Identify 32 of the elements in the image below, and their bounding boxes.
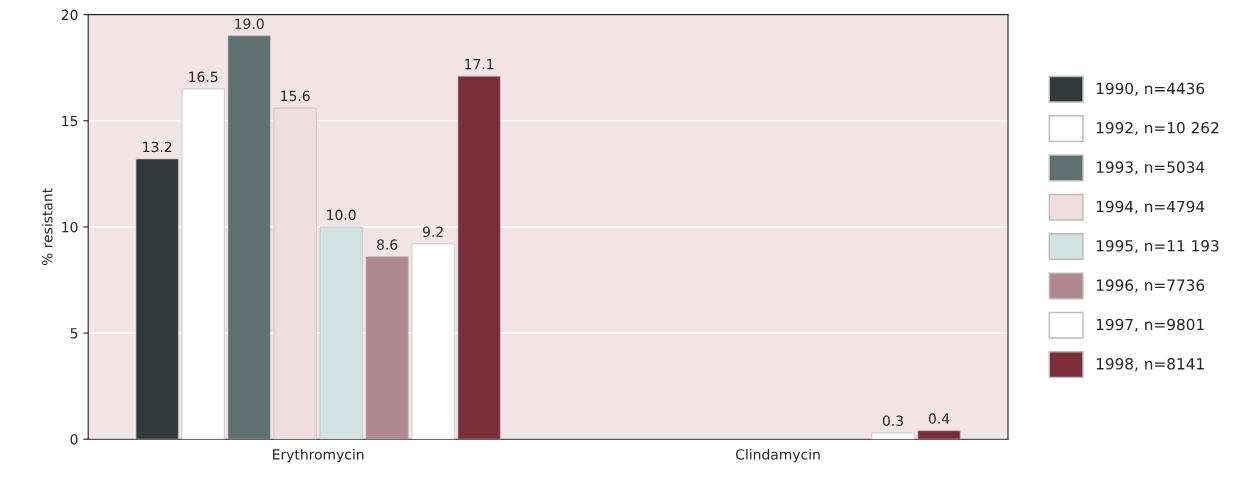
- y-tick-label: 20: [61, 9, 78, 21]
- y-tick-label: 15: [62, 115, 78, 127]
- legend-label: 1992, n=10 262: [1096, 122, 1219, 136]
- legend-label: 1994, n=4794: [1096, 200, 1205, 214]
- y-tick-label: 10: [62, 221, 78, 233]
- y-tick-label: 5: [70, 328, 78, 339]
- legend-label: 1996, n=7736: [1096, 279, 1205, 293]
- data-label: 17.1: [465, 59, 494, 70]
- bar: [135, 158, 179, 440]
- bar: [457, 75, 501, 440]
- bar: [365, 256, 409, 440]
- data-label: 9.2: [422, 226, 443, 238]
- data-label: 19.0: [235, 18, 264, 30]
- data-label: 16.5: [189, 71, 218, 83]
- bar: [917, 430, 961, 440]
- y-axis-title: % resistant: [41, 188, 53, 266]
- data-label: 15.6: [281, 90, 310, 102]
- legend-label: 1997, n=9801: [1096, 318, 1204, 332]
- x-tick-label: Erythromycin: [273, 448, 364, 463]
- y-tick-label: 0: [70, 434, 78, 445]
- data-label: 10.0: [327, 209, 356, 221]
- data-label: 13.2: [143, 141, 172, 153]
- bar: [319, 226, 363, 440]
- legend-label: 1995, n=11 193: [1096, 240, 1219, 254]
- x-tick-label: Clindamycin: [736, 448, 820, 463]
- data-label: 0.3: [882, 415, 903, 426]
- bar: [227, 35, 271, 440]
- data-label: 8.6: [377, 239, 398, 250]
- legend-label: 1998, n=8141: [1096, 358, 1204, 372]
- data-label: 0.4: [928, 413, 950, 424]
- legend-label: 1990, n=4436: [1096, 82, 1205, 96]
- legend-label: 1993, n=5034: [1096, 161, 1205, 175]
